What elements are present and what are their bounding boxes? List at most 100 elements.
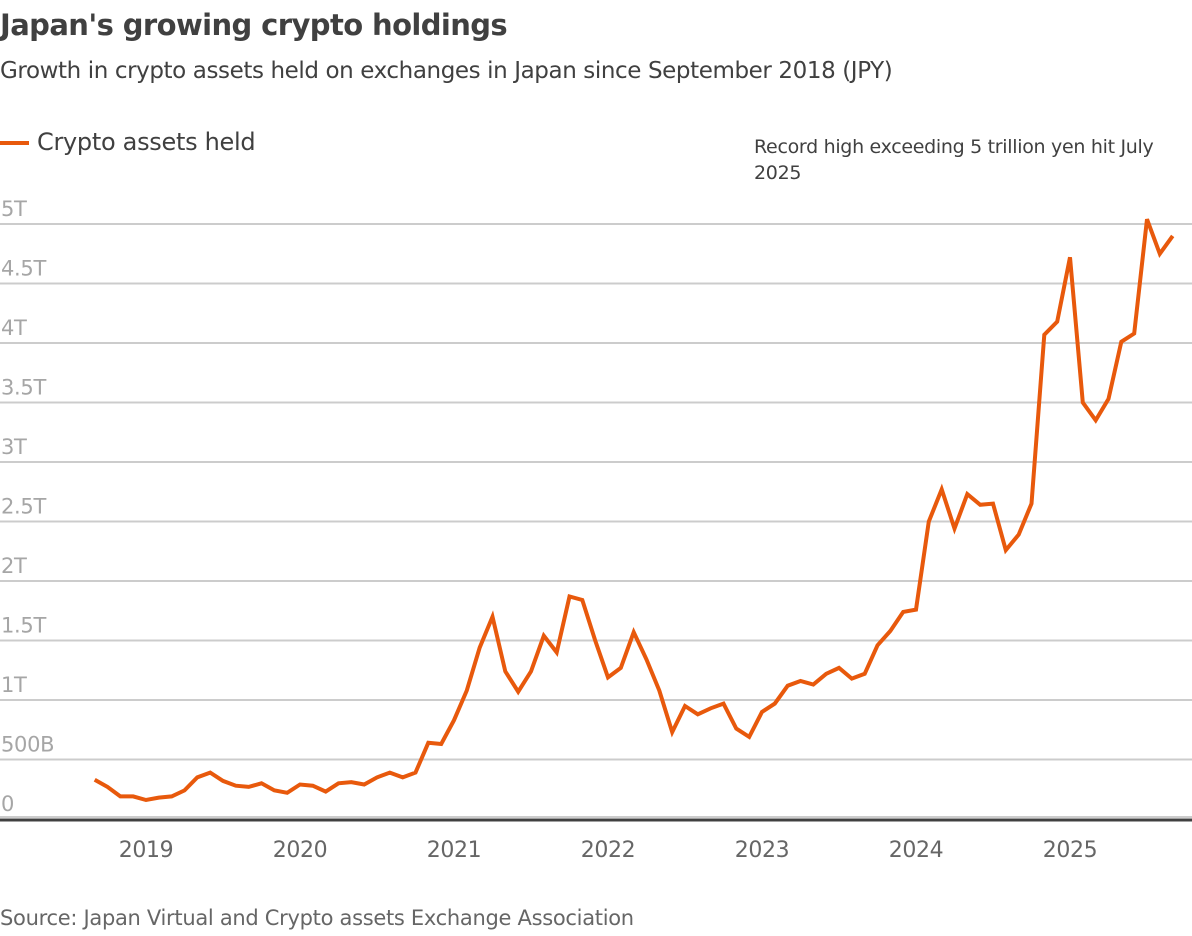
data-point [927,520,931,524]
data-point [1055,320,1059,324]
data-point [362,783,366,787]
data-point [799,679,803,683]
data-point [580,598,584,602]
gridlines [0,223,1192,818]
data-point [542,634,546,638]
data-point [439,742,443,746]
x-tick-label: 2022 [581,838,635,863]
data-point [747,735,751,739]
data-point [247,785,251,789]
data-point [375,775,379,779]
data-point [260,781,264,785]
legend-label: Crypto assets held [37,128,256,156]
record-high-annotation: Record high exceeding 5 trillion yen hit… [754,136,1154,184]
data-point [683,704,687,708]
data-point [195,775,199,779]
data-point [632,630,636,634]
data-point [1107,397,1111,401]
data-point [1132,332,1136,336]
data-point [696,712,700,716]
data-point [940,487,944,491]
data-point [426,741,430,745]
data-point [1094,418,1098,422]
data-point [1030,502,1034,506]
data-point [465,689,469,693]
y-tick-label: 0 [1,792,14,816]
y-axis-ticks: 0 500B 1T 1.5T 2T 2.5T 3T 3.5T 4T 4.5T 5T [1,197,55,816]
x-tick-label: 2024 [889,838,943,863]
data-point [478,646,482,650]
data-point [144,798,148,802]
data-point [606,675,610,679]
y-tick-label: 5T [1,197,27,221]
data-point [734,727,738,731]
data-point [285,791,289,795]
data-point [183,788,187,792]
data-point [452,718,456,722]
y-tick-label: 4T [1,316,27,340]
data-point [234,784,238,788]
y-tick-label: 2T [1,554,27,578]
y-tick-label: 2.5T [1,495,46,519]
data-point [208,771,212,775]
data-point [388,771,392,775]
x-tick-label: 2019 [119,838,173,863]
x-tick-label: 2021 [427,838,481,863]
data-point [131,794,135,798]
data-point [773,702,777,706]
data-point [503,669,507,673]
data-point [786,684,790,688]
data-point [118,794,122,798]
data-point [888,629,892,633]
data-point [1042,333,1046,337]
data-point [349,780,353,784]
y-tick-label: 4.5T [1,257,46,281]
y-tick-label: 3T [1,435,27,459]
data-point [568,595,572,599]
data-point [657,689,661,693]
data-point [593,639,597,643]
data-point [272,788,276,792]
data-point [555,650,559,654]
data-point [953,527,957,531]
x-axis-ticks: 2019 2020 2021 2022 2023 2024 2025 [119,838,1098,863]
legend: Crypto assets held [0,128,256,156]
data-point [1119,340,1123,344]
data-point [157,796,161,800]
x-tick-label: 2025 [1043,838,1097,863]
data-point [901,610,905,614]
data-point [978,503,982,507]
data-point [401,775,405,779]
data-point [298,783,302,787]
data-point [170,794,174,798]
series-group [93,218,1175,803]
data-point [1068,255,1072,259]
data-point [863,672,867,676]
data-point [1171,234,1175,238]
y-tick-label: 1T [1,673,27,697]
chart-subtitle: Growth in crypto assets held on exchange… [0,58,893,84]
x-tick-label: 2020 [273,838,327,863]
data-point [311,784,315,788]
data-point [221,779,225,783]
data-point [760,710,764,714]
chart-title: Japan's growing crypto holdings [0,8,508,42]
data-point [824,672,828,676]
data-point [1158,252,1162,256]
data-point [516,690,520,694]
data-point [811,683,815,687]
data-point [709,706,713,710]
data-point [914,608,918,612]
data-point [529,669,533,673]
x-tick-label: 2023 [735,838,789,863]
data-point [324,790,328,794]
data-point [1004,548,1008,552]
data-point [414,771,418,775]
data-point [991,502,995,506]
data-point [491,615,495,619]
data-point [1017,533,1021,537]
data-point [619,666,623,670]
data-point [337,781,341,785]
data-point [670,730,674,734]
